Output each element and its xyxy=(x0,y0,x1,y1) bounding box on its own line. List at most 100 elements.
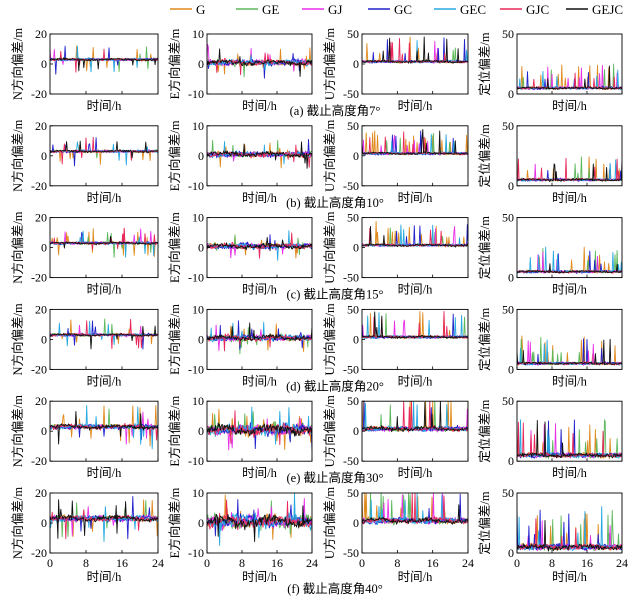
y-tick-label: 10 xyxy=(192,302,204,316)
row-caption: (b) 截止高度角10° xyxy=(286,195,384,210)
series-line-gec xyxy=(362,493,468,525)
y-axis-label: U方向偏差/m xyxy=(322,487,337,560)
series-group xyxy=(517,63,622,91)
row-d: -20 0 20 N方向偏差/m 时间/h -10 0 10 E方向偏差/m 时间/h -50 0 50… xyxy=(10,302,623,393)
series-line-gejc xyxy=(50,235,158,249)
y-axis-label: 定位偏差/m xyxy=(477,124,492,187)
y-tick-label: -20 xyxy=(31,179,47,193)
y-tick-label: 10 xyxy=(192,119,204,133)
legend-item: GEJC xyxy=(566,2,623,17)
x-tick-label: 0 xyxy=(514,556,520,570)
legend-label-gc: GC xyxy=(394,2,412,17)
x-axis-label: 时间/h xyxy=(242,570,277,584)
y-tick-label: 50 xyxy=(347,27,359,41)
series-line-gc xyxy=(362,37,468,64)
series-line-g xyxy=(362,36,468,64)
axes-frame xyxy=(516,217,623,279)
x-axis-label: 时间/h xyxy=(87,374,122,388)
y-axis-label: 定位偏差/m xyxy=(477,308,492,371)
y-tick-label: -50 xyxy=(343,546,359,560)
y-tick-label: 10 xyxy=(192,27,204,41)
y-axis-label: 定位偏差/m xyxy=(477,491,492,554)
y-tick-label: 50 xyxy=(502,394,514,408)
row-b: -20 0 20 N方向偏差/m 时间/h -10 0 10 E方向偏差/m 时间/h -50 0 50… xyxy=(10,119,623,210)
x-axis-label: 时间/h xyxy=(552,283,587,297)
y-axis-label: 定位偏差/m xyxy=(477,32,492,95)
x-axis-label: 时间/h xyxy=(398,99,433,113)
x-axis-label: 时间/h xyxy=(552,99,587,113)
y-tick-label: 0 xyxy=(353,424,359,438)
series-line-gejc xyxy=(50,411,158,445)
row-e: -20 0 20 N方向偏差/m 时间/h -10 0 10 E方向偏差/m 时间/h -50 0 50… xyxy=(10,394,623,485)
x-tick-label: 16 xyxy=(427,556,439,570)
row-caption: (c) 截止高度角15° xyxy=(287,287,384,302)
row-caption: (f) 截止高度角40° xyxy=(287,581,383,596)
y-tick-label: 0 xyxy=(41,332,47,346)
panel-d-3: -50 0 50 U方向偏差/m 时间/h xyxy=(322,302,469,388)
y-tick-label: 0 xyxy=(508,179,514,193)
series-group xyxy=(207,406,312,452)
series-line-gc xyxy=(517,509,622,551)
y-tick-label: 0 xyxy=(41,241,47,255)
panel-a-1: -20 0 20 N方向偏差/m 时间/h xyxy=(10,27,159,113)
x-axis-label: 时间/h xyxy=(398,283,433,297)
y-tick-label: -50 xyxy=(343,362,359,376)
y-tick-label: -10 xyxy=(188,87,204,101)
series-group xyxy=(362,129,468,156)
y-tick-label: 20 xyxy=(35,486,47,500)
panel-e-2: -10 0 10 E方向偏差/m 时间/h xyxy=(167,394,313,480)
series-line-ge xyxy=(517,63,622,91)
y-axis-label: 定位偏差/m xyxy=(477,399,492,462)
y-tick-label: -20 xyxy=(31,362,47,376)
y-tick-label: -10 xyxy=(188,546,204,560)
axes-frame xyxy=(49,125,159,187)
series-line-gejc xyxy=(517,520,622,552)
series-line-gec xyxy=(517,69,622,91)
y-tick-label: 10 xyxy=(192,211,204,225)
series-group xyxy=(362,220,468,248)
series-line-ge xyxy=(517,247,622,274)
y-tick-label: 50 xyxy=(502,27,514,41)
y-tick-label: 0 xyxy=(353,332,359,346)
axes-frame xyxy=(361,33,469,95)
y-tick-label: 10 xyxy=(192,394,204,408)
series-line-gjc xyxy=(517,157,622,182)
y-tick-label: 0 xyxy=(198,241,204,255)
y-tick-label: 20 xyxy=(35,302,47,316)
y-tick-label: 10 xyxy=(192,486,204,500)
x-tick-label: 8 xyxy=(83,556,89,570)
y-tick-label: -20 xyxy=(31,454,47,468)
x-tick-label: 0 xyxy=(204,556,210,570)
series-group xyxy=(50,495,158,542)
series-line-gj xyxy=(207,44,312,72)
x-axis-label: 时间/h xyxy=(398,570,433,584)
legend-item: GEC xyxy=(434,2,486,17)
series-line-gejc xyxy=(50,57,158,72)
y-tick-label: 0 xyxy=(198,516,204,530)
series-line-gjc xyxy=(207,410,312,446)
y-tick-label: 0 xyxy=(508,362,514,376)
series-line-g xyxy=(517,246,622,274)
x-axis-label: 时间/h xyxy=(87,466,122,480)
x-tick-label: 24 xyxy=(152,556,164,570)
series-line-g xyxy=(362,401,468,432)
panel-e-4: 0 50 定位偏差/m 时间/h xyxy=(477,394,623,480)
x-axis-label: 时间/h xyxy=(87,191,122,205)
panel-b-1: -20 0 20 N方向偏差/m 时间/h xyxy=(10,119,159,205)
legend-label-ge: GE xyxy=(262,2,279,17)
row-caption: (a) 截止高度角7° xyxy=(290,103,381,118)
x-axis-label: 时间/h xyxy=(87,570,122,584)
x-axis-label: 时间/h xyxy=(398,191,433,205)
y-axis-label: N方向偏差/m xyxy=(10,211,25,284)
axes-frame xyxy=(361,217,469,279)
y-tick-label: 0 xyxy=(198,149,204,163)
series-line-gc xyxy=(362,313,468,339)
series-line-gec xyxy=(362,40,468,64)
y-tick-label: 0 xyxy=(198,332,204,346)
series-line-gejc xyxy=(517,263,622,274)
y-tick-label: 0 xyxy=(41,424,47,438)
x-tick-label: 24 xyxy=(462,556,474,570)
panel-c-3: -50 0 50 U方向偏差/m 时间/h xyxy=(322,211,469,297)
